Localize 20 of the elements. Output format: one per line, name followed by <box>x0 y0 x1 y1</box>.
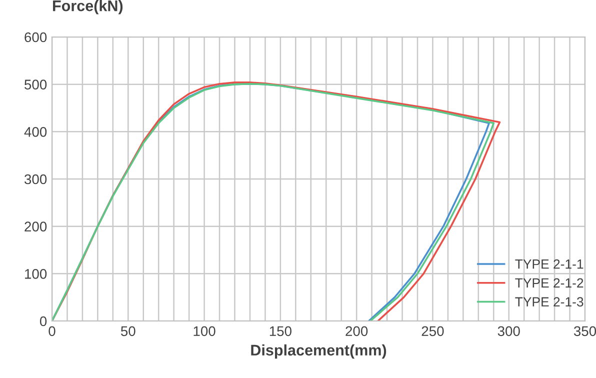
x-tick-label: 200 <box>346 326 368 336</box>
x-tick-label: 0 <box>48 326 56 336</box>
x-tick-label: 50 <box>120 326 136 336</box>
x-tick-label: 350 <box>574 326 596 336</box>
y-tick-label: 300 <box>24 174 47 184</box>
x-tick-label: 300 <box>498 326 520 336</box>
x-axis-title: Displacement(mm) <box>251 344 386 359</box>
y-tick-label: 200 <box>24 222 47 232</box>
y-tick-label: 600 <box>24 32 47 42</box>
y-tick-label: 0 <box>40 316 47 326</box>
y-axis-title: Force(kN) <box>53 0 123 14</box>
y-tick-label: 400 <box>24 127 47 137</box>
x-tick-label: 250 <box>422 326 444 336</box>
y-tick-label: 500 <box>24 80 47 90</box>
legend-label: TYPE 2-1-1 <box>515 259 584 269</box>
y-tick-label: 100 <box>25 269 47 279</box>
legend-label: TYPE 2-1-2 <box>515 278 584 288</box>
x-tick-label: 100 <box>194 326 216 336</box>
legend-label: TYPE 2-1-3 <box>515 297 584 307</box>
x-tick-label: 150 <box>270 326 292 336</box>
